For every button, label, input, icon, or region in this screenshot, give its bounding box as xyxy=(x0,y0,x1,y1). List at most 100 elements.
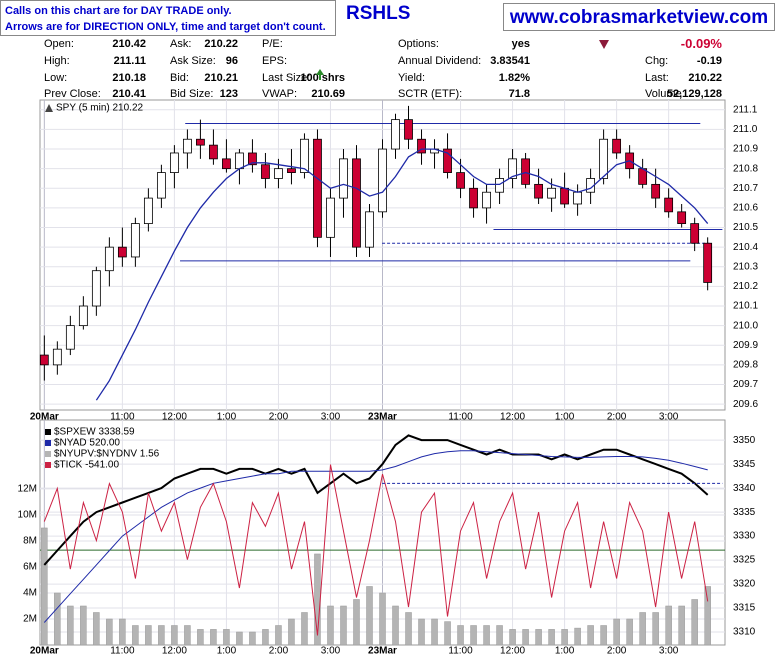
candle-body xyxy=(143,197,153,225)
volume-bar xyxy=(132,625,139,646)
y-tick-label: 4M xyxy=(23,588,37,599)
candle-body xyxy=(365,211,374,248)
candle-body xyxy=(456,172,465,189)
x-tick-label: 1:00 xyxy=(555,412,575,423)
x-tick-label: 2:00 xyxy=(607,412,627,423)
volume-bar xyxy=(262,629,269,646)
chart-title: SPY (5 min) 210.22 xyxy=(56,103,144,114)
volume-bar xyxy=(444,621,451,646)
volume-bar xyxy=(457,625,464,646)
candle-body xyxy=(274,168,283,179)
volume-bar xyxy=(574,627,581,646)
quote-value: 210.22 xyxy=(204,38,238,50)
volume-bar xyxy=(158,625,165,646)
y-tick-label: 210.1 xyxy=(733,301,758,312)
candle-body xyxy=(313,138,322,238)
volume-bar xyxy=(340,605,347,646)
candle-body xyxy=(91,270,101,307)
volume-bar xyxy=(288,618,295,646)
candle-body xyxy=(183,138,192,154)
x-tick-label: 1:00 xyxy=(555,646,575,657)
candle-body xyxy=(677,211,687,225)
title-icon xyxy=(45,104,53,112)
volume-bar xyxy=(197,629,204,646)
volume-bar xyxy=(93,612,100,646)
y-tick-label: 209.9 xyxy=(733,340,758,351)
legend-label: $NYUPV:$NYDNV 1.56 xyxy=(54,449,160,460)
candle-body xyxy=(300,138,309,173)
y-tick-label: 210.5 xyxy=(733,222,758,233)
quote-label: Open: xyxy=(44,38,74,50)
y-tick-label: 210.2 xyxy=(733,281,758,292)
x-tick-label: 12:00 xyxy=(500,412,525,423)
candle-body xyxy=(443,148,452,173)
candle-body xyxy=(612,138,622,154)
volume-bar xyxy=(171,625,178,646)
y-tick-label: 211.1 xyxy=(733,104,758,115)
candle-body xyxy=(104,246,114,272)
quote-value: 52,129,128 xyxy=(666,88,722,100)
legend-swatch xyxy=(45,440,51,446)
y-tick-label: 10M xyxy=(18,510,37,521)
volume-bar xyxy=(483,625,490,646)
legend-label: $SPXEW 3338.59 xyxy=(54,427,135,438)
volume-bar xyxy=(561,629,568,646)
volume-bar xyxy=(353,599,360,646)
quote-label: Prev Close: xyxy=(44,88,101,100)
volume-bar xyxy=(145,625,152,646)
volume-bar xyxy=(275,625,282,646)
quote-value: -0.19 xyxy=(696,55,722,67)
y-tick-label: 2M xyxy=(23,614,37,625)
candle-body xyxy=(222,158,231,170)
y-tick-label: 3335 xyxy=(733,507,756,518)
volume-bar xyxy=(678,605,685,646)
moving-average xyxy=(95,148,709,401)
candle-body xyxy=(169,152,179,173)
volume-bar xyxy=(41,527,48,646)
candle-body xyxy=(52,348,62,366)
quote-label: P/E: xyxy=(262,38,283,50)
volume-bar xyxy=(613,618,620,646)
quote-value: yes xyxy=(511,38,530,50)
series-line xyxy=(43,434,709,566)
volume-bar xyxy=(119,618,126,646)
volume-bar xyxy=(626,618,633,646)
y-tick-label: 12M xyxy=(18,484,37,495)
x-tick-label: 23Mar xyxy=(368,646,397,657)
y-tick-label: 3330 xyxy=(733,531,756,542)
candle-body xyxy=(39,354,49,366)
y-tick-label: 209.6 xyxy=(733,399,758,410)
quote-label: EPS: xyxy=(262,55,288,67)
x-tick-label: 2:00 xyxy=(269,412,289,423)
volume-bar xyxy=(67,605,74,646)
y-tick-label: 3320 xyxy=(733,579,756,590)
x-tick-label: 12:00 xyxy=(162,412,187,423)
x-tick-label: 3:00 xyxy=(659,646,679,657)
x-tick-label: 20Mar xyxy=(30,646,59,657)
quote-label: Bid Size: xyxy=(170,88,214,100)
notes-box: Calls on this chart are for DAY TRADE on… xyxy=(0,0,336,36)
y-tick-label: 210.3 xyxy=(733,261,758,272)
symbol: RSHLS xyxy=(346,3,411,24)
candle-body xyxy=(326,197,335,238)
quote-label: Chg: xyxy=(645,55,669,67)
down-arrow-icon xyxy=(599,40,609,49)
volume-bar xyxy=(496,625,503,646)
volume-bar xyxy=(470,625,477,646)
candle-body xyxy=(196,138,205,146)
volume-bar xyxy=(418,618,425,646)
volume-bar xyxy=(691,599,698,646)
site-link[interactable]: www.cobrasmarketview.com xyxy=(503,3,775,31)
y-tick-label: 6M xyxy=(23,562,37,573)
legend-swatch xyxy=(45,451,51,457)
note: Calls on this chart are for DAY TRADE on… xyxy=(5,5,232,17)
candle-body xyxy=(117,246,127,258)
x-tick-label: 20Mar xyxy=(30,412,59,423)
quote-value: 210.69 xyxy=(311,88,345,100)
candle-body xyxy=(261,164,270,179)
quote-value: 210.18 xyxy=(112,72,146,84)
quote-value: 96 xyxy=(225,55,238,67)
volume-bar xyxy=(665,605,672,646)
volume-bar xyxy=(223,629,230,646)
